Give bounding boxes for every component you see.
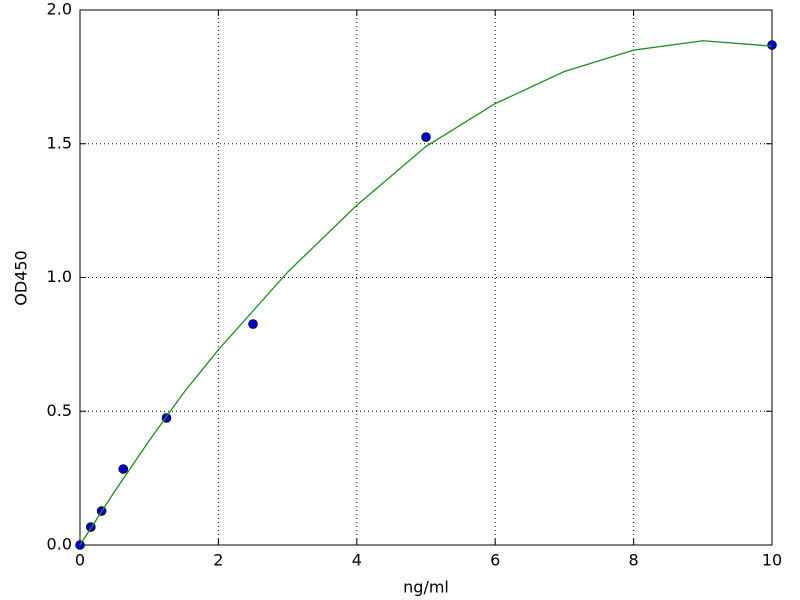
y-tick-label: 0.5	[47, 401, 72, 420]
x-axis-label: ng/ml	[403, 578, 449, 597]
plot-frame	[79, 9, 773, 546]
x-tick-label: 8	[629, 551, 639, 570]
x-tick-label: 6	[490, 551, 500, 570]
x-tick-label: 2	[213, 551, 223, 570]
x-tick-label: 4	[352, 551, 362, 570]
data-point	[767, 40, 777, 50]
y-axis-label: OD450	[12, 250, 31, 305]
data-point	[118, 464, 129, 474]
data-point	[248, 319, 258, 329]
fit-curve	[79, 40, 773, 546]
data-point	[421, 132, 431, 142]
y-tick-label: 1.0	[47, 267, 72, 286]
y-tick-label: 1.5	[47, 133, 72, 152]
x-tick-label: 10	[762, 551, 782, 570]
x-tick-label: 0	[75, 551, 85, 570]
y-tick-label: 2.0	[47, 0, 72, 19]
y-tick-label: 0.0	[47, 535, 72, 554]
